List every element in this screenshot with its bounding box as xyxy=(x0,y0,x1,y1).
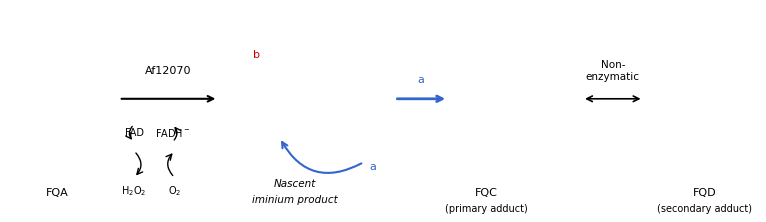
Text: a: a xyxy=(418,75,424,85)
Text: H$_2$O$_2$: H$_2$O$_2$ xyxy=(121,184,147,198)
Text: iminium product: iminium product xyxy=(252,195,338,205)
Text: FQD: FQD xyxy=(693,188,716,198)
Text: O$_2$: O$_2$ xyxy=(168,184,182,198)
Text: Nascent: Nascent xyxy=(273,179,316,189)
Text: b: b xyxy=(253,50,260,61)
Text: Non-
enzymatic: Non- enzymatic xyxy=(586,60,640,82)
Text: a: a xyxy=(370,161,376,172)
Text: FQA: FQA xyxy=(46,188,69,198)
Text: FQC: FQC xyxy=(475,188,498,198)
Text: (primary adduct): (primary adduct) xyxy=(445,204,528,214)
Text: FAD: FAD xyxy=(125,128,143,138)
Text: Af12070: Af12070 xyxy=(146,66,192,76)
Text: FADH$^-$: FADH$^-$ xyxy=(155,127,190,139)
Text: (secondary adduct): (secondary adduct) xyxy=(657,204,752,214)
